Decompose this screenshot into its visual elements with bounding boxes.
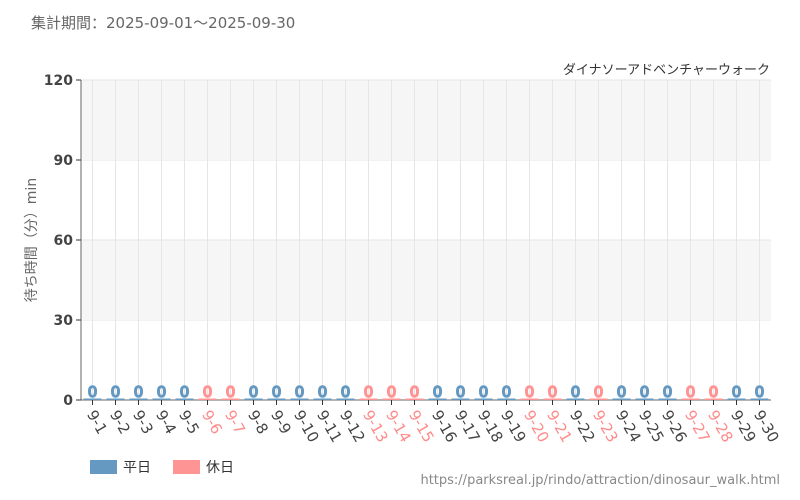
bar [313,398,332,400]
data-label: 0 [686,383,696,401]
legend-holiday[interactable]: 休日 [173,457,234,477]
bar [612,398,631,400]
y-tick-label: 30 [54,313,74,329]
x-tick-label: 9-7 [221,407,249,437]
legend: 平日 休日 [90,457,234,477]
bar [451,398,470,400]
bar [152,398,171,400]
x-tick-label: 9-30 [750,407,783,445]
bar [359,398,378,400]
data-label: 0 [594,383,604,401]
legend-label: 休日 [206,460,234,476]
x-tick-label: 9-6 [198,407,226,437]
bar [658,398,677,400]
y-tick-label: 90 [54,153,74,169]
data-label: 0 [433,383,443,401]
bar [244,398,263,400]
data-label: 0 [157,383,167,401]
data-label: 0 [272,383,282,401]
bar [336,398,355,400]
bar [520,398,539,400]
data-label: 0 [571,383,581,401]
data-label: 0 [410,383,420,401]
y-tick-label: 60 [54,233,74,249]
data-label: 0 [387,383,397,401]
source-url: https://parksreal.jp/rindo/attraction/di… [420,473,780,488]
bar [750,398,769,400]
legend-label: 平日 [123,460,151,476]
data-label: 0 [249,383,259,401]
data-label: 0 [640,383,650,401]
legend-swatch-holiday [173,460,200,474]
grid-band [81,240,771,320]
period-label: 集計期間：2025-09-01～2025-09-30 [31,14,296,32]
x-tick-label: 9-2 [106,407,134,437]
legend-swatch-weekday [90,460,117,474]
bar [175,398,194,400]
chart-title: ダイナソーアドベンチャーウォーク [563,63,770,78]
data-label: 0 [617,383,627,401]
bar [198,398,217,400]
data-label: 0 [525,383,535,401]
bar [83,398,102,400]
data-label: 0 [479,383,489,401]
bar [405,398,424,400]
y-tick-label: 120 [44,73,73,89]
y-tick-label: 0 [63,393,73,409]
bar [635,398,654,400]
bar [474,398,493,400]
x-tick-label: 9-1 [83,407,111,437]
data-label: 0 [732,383,742,401]
x-tick-label: 9-5 [175,407,203,437]
bar [497,398,516,400]
data-label: 0 [502,383,512,401]
data-label: 0 [709,383,719,401]
data-label: 0 [364,383,374,401]
x-tick-label: 9-9 [267,407,295,437]
data-label: 0 [203,383,213,401]
bar [727,398,746,400]
x-tick-label: 9-8 [244,407,272,437]
bar [221,398,240,400]
data-label: 0 [295,383,305,401]
bar [382,398,401,400]
data-label: 0 [548,383,558,401]
grid-band [81,80,771,160]
bar [428,398,447,400]
data-label: 0 [180,383,190,401]
bar [290,398,309,400]
x-tick-label: 9-4 [152,407,180,437]
x-tick-label: 9-3 [129,407,157,437]
data-label: 0 [318,383,328,401]
bar [106,398,125,400]
data-label: 0 [755,383,765,401]
data-label: 0 [663,383,673,401]
data-label: 0 [88,383,98,401]
bar [681,398,700,400]
data-label: 0 [341,383,351,401]
bar [704,398,723,400]
bar [589,398,608,400]
y-axis-label: 待ち時間（分）min [24,178,40,302]
bar [267,398,286,400]
data-label: 0 [111,383,121,401]
data-label: 0 [134,383,144,401]
legend-weekday[interactable]: 平日 [90,457,151,477]
data-label: 0 [226,383,236,401]
data-label: 0 [456,383,466,401]
bar [543,398,562,400]
bar [566,398,585,400]
bar [129,398,148,400]
